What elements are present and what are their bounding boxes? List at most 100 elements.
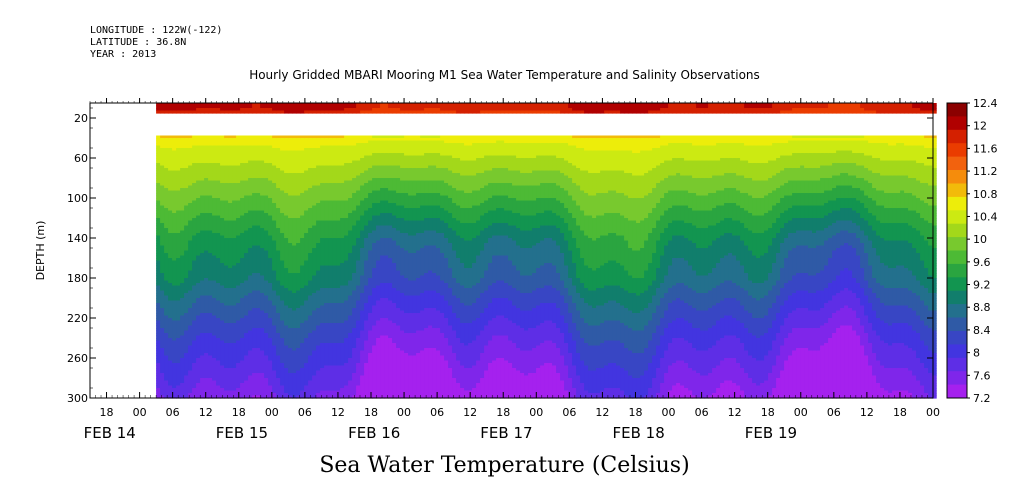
heatmap-cell xyxy=(236,220,241,224)
heatmap-cell xyxy=(188,255,193,259)
heatmap-cell xyxy=(172,313,177,317)
heatmap-cell xyxy=(208,213,213,217)
heatmap-cell xyxy=(212,193,217,197)
heatmap-cell xyxy=(232,340,237,344)
heatmap-cell xyxy=(216,350,221,354)
heatmap-cell xyxy=(188,365,193,369)
heatmap-cell xyxy=(196,150,201,154)
heatmap-cell xyxy=(228,163,233,167)
heatmap-cell xyxy=(160,183,165,187)
heatmap-cell xyxy=(180,230,185,234)
heatmap-cell xyxy=(196,358,201,362)
heatmap-cell xyxy=(164,375,169,379)
heatmap-cell xyxy=(184,393,189,397)
heatmap-cell xyxy=(172,285,177,289)
heatmap-cell xyxy=(192,328,197,332)
heatmap-cell xyxy=(200,110,205,114)
heatmap-cell xyxy=(196,183,201,187)
heatmap-cell xyxy=(212,308,217,312)
heatmap-cell xyxy=(164,363,169,367)
heatmap-cell xyxy=(172,315,177,319)
heatmap-cell xyxy=(164,240,169,244)
heatmap-cell xyxy=(228,280,233,284)
heatmap-cell xyxy=(228,295,233,299)
heatmap-cell xyxy=(220,265,225,269)
heatmap-cell xyxy=(224,280,229,284)
heatmap-cell xyxy=(188,330,193,334)
heatmap-cell xyxy=(216,333,221,337)
heatmap-cell xyxy=(220,315,225,319)
heatmap-cell xyxy=(176,198,181,202)
heatmap-cell xyxy=(180,265,185,269)
heatmap-cell xyxy=(192,290,197,294)
heatmap-cell xyxy=(200,223,205,227)
heatmap-cell xyxy=(200,103,205,107)
heatmap-cell xyxy=(156,180,161,184)
heatmap-cell xyxy=(216,228,221,232)
heatmap-cell xyxy=(228,220,233,224)
heatmap-cell xyxy=(204,363,209,367)
heatmap-cell xyxy=(160,393,165,397)
heatmap-cell xyxy=(232,233,237,237)
heatmap-cell xyxy=(188,360,193,364)
heatmap-cell xyxy=(212,218,217,222)
heatmap-cell xyxy=(212,160,217,164)
heatmap-cell xyxy=(184,228,189,232)
heatmap-cell xyxy=(180,258,185,262)
heatmap-cell xyxy=(192,300,197,304)
heatmap-cell xyxy=(156,155,161,159)
heatmap-cell xyxy=(184,273,189,277)
heatmap-cell xyxy=(216,188,221,192)
heatmap-cell xyxy=(228,170,233,174)
heatmap-cell xyxy=(232,258,237,262)
heatmap-cell xyxy=(228,165,233,169)
heatmap-cell xyxy=(196,323,201,327)
heatmap-cell xyxy=(172,220,177,224)
heatmap-cell xyxy=(204,350,209,354)
heatmap-cell xyxy=(160,388,165,392)
heatmap-cell xyxy=(228,243,233,247)
heatmap-cell xyxy=(184,215,189,219)
heatmap-cell xyxy=(208,200,213,204)
heatmap-cell xyxy=(192,343,197,347)
heatmap-cell xyxy=(164,230,169,234)
heatmap-cell xyxy=(164,393,169,397)
heatmap-cell xyxy=(204,150,209,154)
heatmap-cell xyxy=(168,143,173,147)
heatmap-cell xyxy=(224,180,229,184)
heatmap-cell xyxy=(216,108,221,112)
heatmap-cell xyxy=(156,348,161,352)
heatmap-cell xyxy=(208,260,213,264)
heatmap-cell xyxy=(188,163,193,167)
heatmap-cell xyxy=(228,255,233,259)
heatmap-cell xyxy=(180,203,185,207)
heatmap-cell xyxy=(176,283,181,287)
heatmap-cell xyxy=(196,153,201,157)
heatmap-cell xyxy=(172,228,177,232)
heatmap-cell xyxy=(156,305,161,309)
heatmap-cell xyxy=(232,278,237,282)
heatmap-cell xyxy=(172,300,177,304)
heatmap-cell xyxy=(200,268,205,272)
heatmap-cell xyxy=(156,140,161,144)
heatmap-cell xyxy=(224,350,229,354)
heatmap-cell xyxy=(204,258,209,262)
heatmap-cell xyxy=(208,238,213,242)
heatmap-cell xyxy=(236,200,241,204)
heatmap-cell xyxy=(176,143,181,147)
heatmap-cell xyxy=(172,185,177,189)
heatmap-cell xyxy=(200,148,205,152)
heatmap-cell xyxy=(224,268,229,272)
heatmap-cell xyxy=(196,328,201,332)
heatmap-cell xyxy=(172,225,177,229)
heatmap-cell xyxy=(188,233,193,237)
heatmap-cell xyxy=(228,178,233,182)
heatmap-cell xyxy=(200,258,205,262)
heatmap-cell xyxy=(208,295,213,299)
heatmap-cell xyxy=(192,280,197,284)
heatmap-cell xyxy=(204,373,209,377)
heatmap-cell xyxy=(180,335,185,339)
heatmap-cell xyxy=(236,288,241,292)
heatmap-cell xyxy=(312,110,317,114)
heatmap-cell xyxy=(176,235,181,239)
